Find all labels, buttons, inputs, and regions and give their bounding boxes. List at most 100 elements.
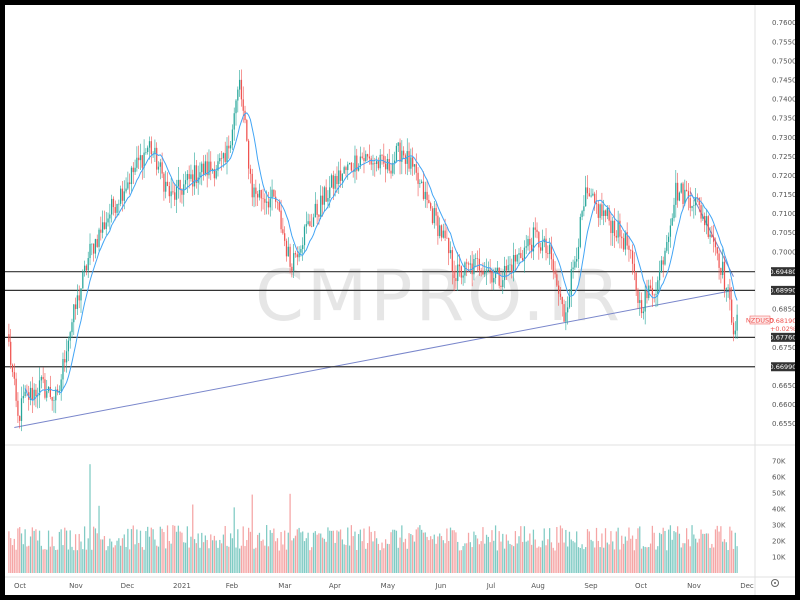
candle-body [181, 189, 183, 195]
volume-bar [530, 544, 533, 573]
volume-bar [574, 542, 576, 573]
volume-bar [303, 541, 306, 573]
volume-bar [732, 548, 735, 573]
volume-bar [451, 530, 453, 573]
candle-body [129, 182, 131, 185]
candle-body [489, 269, 491, 272]
volume-bar [572, 541, 574, 573]
volume-bar [87, 538, 89, 573]
candle-body [111, 198, 113, 215]
candle-body [85, 265, 88, 271]
candle-body [49, 386, 51, 398]
candle-body [143, 152, 145, 168]
volume-bar [633, 550, 635, 573]
volume-tick-label: 10K [772, 554, 786, 562]
volume-bar [489, 542, 491, 573]
candle-body [520, 253, 522, 259]
candle-body [426, 191, 428, 200]
x-tick-label: Sep [584, 582, 598, 590]
volume-bar [56, 549, 59, 573]
candle-body [408, 151, 410, 169]
candle-body [163, 173, 165, 192]
candle-body [702, 215, 704, 219]
candle-body [392, 162, 394, 174]
candle-body [83, 265, 86, 272]
candle-body [691, 205, 693, 208]
candle-body [572, 267, 574, 270]
volume-bar [85, 549, 88, 573]
candle-body [576, 259, 578, 262]
volume-bar [233, 507, 235, 573]
volume-bar [722, 541, 724, 573]
candle-body [523, 247, 526, 261]
candle-body [559, 293, 562, 297]
volume-bar [365, 548, 367, 573]
volume-bar [188, 547, 190, 573]
volume-bar [386, 543, 389, 573]
candle-body [327, 197, 329, 202]
volume-bar [729, 526, 731, 573]
volume-bar [163, 532, 165, 573]
candle-body [547, 253, 549, 254]
volume-bar [257, 534, 259, 573]
volume-bar [143, 549, 145, 573]
volume-bar [38, 530, 41, 573]
volume-bar [395, 530, 398, 573]
volume-tick-label: 50K [772, 490, 786, 498]
candle-body [381, 154, 383, 156]
volume-bar [19, 527, 21, 573]
price-chart[interactable]: CMPRO.IR 0.760000.755000.750000.745000.7… [5, 5, 795, 595]
candle-body [318, 214, 320, 217]
volume-bar [334, 542, 336, 573]
volume-bar [393, 529, 396, 573]
volume-bar [229, 533, 232, 573]
candle-body [588, 193, 590, 197]
candle-body [74, 304, 77, 309]
volume-bar [579, 547, 581, 573]
x-tick-label: Dec [121, 582, 135, 590]
volume-bar [195, 543, 197, 573]
horizontal-lines[interactable] [5, 271, 755, 368]
candle-body [242, 99, 244, 111]
volume-bar [302, 531, 304, 573]
candle-body [442, 230, 444, 238]
candle-body [231, 129, 234, 146]
candle-body [379, 154, 381, 169]
candle-body [31, 387, 33, 401]
candle-body [139, 155, 142, 161]
candle-body [125, 188, 127, 192]
candle-body [709, 234, 711, 237]
volume-bar [165, 548, 167, 573]
candle-body [303, 226, 306, 246]
volume-bar [731, 530, 733, 573]
volume-bar [271, 532, 273, 573]
settings-icon[interactable] [771, 579, 779, 587]
candle-body [439, 225, 441, 236]
candle-body [592, 193, 594, 196]
candle-body [156, 147, 158, 170]
candle-body [17, 400, 19, 416]
candle-body [339, 170, 342, 181]
candle-body [80, 288, 82, 301]
volume-bar [410, 533, 412, 573]
candle-body [166, 181, 169, 187]
candle-body [157, 166, 160, 170]
candle-body [332, 175, 334, 189]
volume-bar [723, 539, 726, 573]
volume-bar [404, 538, 407, 573]
volume-bar [141, 547, 143, 573]
candle-body [615, 235, 617, 238]
volume-bar [204, 535, 207, 573]
candle-body [673, 204, 675, 219]
candle-body [148, 141, 151, 148]
candle-body [285, 240, 288, 257]
volume-bar [71, 546, 73, 573]
volume-bar [534, 539, 536, 573]
candle-body [120, 188, 122, 204]
volume-bar [545, 545, 547, 573]
volume-bar [709, 547, 711, 573]
candle-body [208, 161, 210, 176]
candle-body [65, 351, 68, 363]
candle-body [658, 271, 661, 281]
